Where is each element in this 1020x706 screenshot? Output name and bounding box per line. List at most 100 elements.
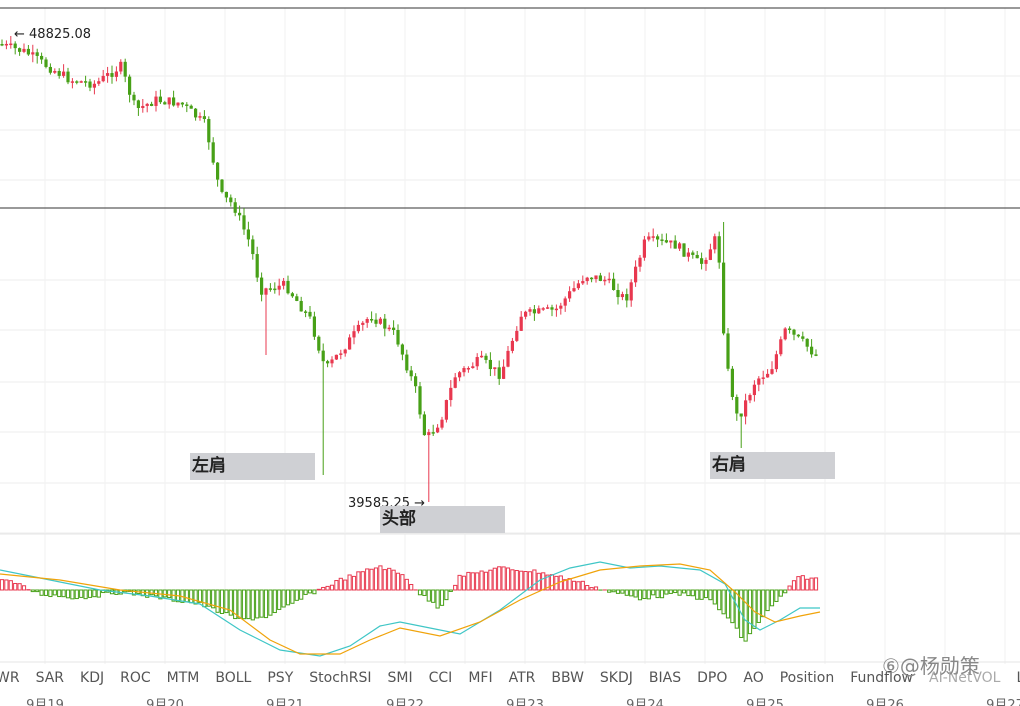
macd-bar bbox=[686, 589, 691, 597]
macd-bar bbox=[809, 577, 814, 591]
macd-bar bbox=[633, 589, 638, 598]
tab-atr[interactable]: ATR bbox=[508, 670, 536, 686]
candle-body bbox=[22, 48, 26, 52]
candle-body bbox=[563, 298, 567, 306]
macd-bar bbox=[246, 589, 251, 620]
tab-position[interactable]: Position bbox=[779, 670, 835, 686]
candle-body bbox=[409, 370, 413, 377]
macd-bar bbox=[431, 589, 436, 603]
candle-body bbox=[616, 290, 620, 298]
candle-body bbox=[475, 357, 479, 367]
candle-body bbox=[801, 336, 805, 339]
macd-bar bbox=[475, 572, 480, 591]
macd-bar bbox=[74, 589, 79, 600]
macd-bar bbox=[646, 589, 651, 600]
macd-bar bbox=[457, 574, 462, 591]
macd-bar bbox=[470, 572, 475, 591]
head-label: 头部 bbox=[380, 506, 505, 533]
macd-bar bbox=[365, 568, 370, 591]
candle-body bbox=[114, 71, 118, 77]
macd-bar bbox=[162, 589, 167, 598]
tab-psy[interactable]: PSY bbox=[267, 670, 294, 686]
tab-fundflow[interactable]: Fundflow bbox=[850, 670, 913, 686]
candle-body bbox=[246, 229, 250, 240]
candle-body bbox=[312, 316, 316, 337]
tab-smi[interactable]: SMI bbox=[387, 670, 413, 686]
tab-mtm[interactable]: MTM bbox=[166, 670, 200, 686]
candle-body bbox=[400, 344, 404, 355]
candle-body bbox=[106, 73, 110, 76]
macd-bar bbox=[378, 565, 383, 591]
macd-bar bbox=[791, 580, 797, 591]
candle-body bbox=[418, 386, 422, 415]
tab-wr[interactable]: WR bbox=[0, 670, 20, 686]
macd-bar bbox=[277, 589, 282, 610]
macd-bar bbox=[184, 589, 189, 603]
macd-bar bbox=[541, 572, 546, 591]
tab-boll[interactable]: BOLL bbox=[215, 670, 252, 686]
candle-body bbox=[35, 52, 39, 56]
candle-body bbox=[202, 116, 206, 120]
candle-body bbox=[207, 119, 211, 143]
candle-body bbox=[145, 103, 149, 106]
macd-bar bbox=[563, 579, 568, 591]
tab-roc[interactable]: ROC bbox=[120, 670, 151, 686]
candle-body bbox=[550, 307, 554, 310]
candle-body bbox=[620, 294, 624, 298]
candle-body bbox=[70, 81, 74, 83]
macd-bar bbox=[439, 589, 445, 606]
candle-body bbox=[708, 249, 712, 260]
macd-bar bbox=[373, 567, 379, 591]
candle-body bbox=[172, 97, 176, 106]
macd-bar bbox=[83, 589, 88, 600]
x-tick-label: 9月19 bbox=[26, 698, 64, 706]
tab-ao[interactable]: AO bbox=[743, 670, 764, 686]
macd-bar bbox=[272, 589, 277, 614]
candle-body bbox=[713, 236, 717, 250]
candle-body bbox=[224, 191, 228, 198]
candle-body bbox=[264, 288, 268, 295]
candle-body bbox=[92, 83, 96, 88]
candle-body bbox=[554, 308, 558, 311]
candle-body bbox=[541, 308, 545, 310]
candle-body bbox=[462, 368, 466, 373]
tab-stochrsi[interactable]: StochRSI bbox=[309, 670, 372, 686]
candle-body bbox=[431, 432, 435, 434]
candle-body bbox=[686, 252, 690, 257]
tab-bias[interactable]: BIAS bbox=[648, 670, 682, 686]
candle-body bbox=[233, 202, 237, 213]
macd-bar bbox=[263, 589, 269, 619]
candle-body bbox=[757, 378, 761, 385]
macd-bar bbox=[87, 589, 93, 598]
candle-body bbox=[361, 322, 365, 325]
macd-bar bbox=[307, 589, 313, 594]
candle-body bbox=[502, 366, 506, 379]
left-shoulder-label: 左肩 bbox=[190, 453, 315, 480]
candle-body bbox=[290, 293, 294, 297]
macd-bar bbox=[708, 589, 713, 601]
candle-body bbox=[735, 396, 739, 414]
tab-skdj[interactable]: SKDJ bbox=[599, 670, 633, 686]
candle-body bbox=[739, 413, 743, 417]
candle-body bbox=[700, 258, 704, 264]
candle-body bbox=[524, 311, 528, 317]
x-tick-label: 9月25 bbox=[746, 698, 784, 706]
candle-body bbox=[277, 285, 281, 290]
dea-line bbox=[0, 563, 821, 655]
candle-body bbox=[110, 73, 114, 77]
tab-bbw[interactable]: BBW bbox=[551, 670, 584, 686]
x-tick-label: 9月22 bbox=[386, 698, 424, 706]
tab-ai-netvol[interactable]: AI-NetVOL bbox=[929, 670, 1001, 686]
macd-bar bbox=[347, 574, 352, 591]
tab-mfi[interactable]: MFI bbox=[468, 670, 493, 686]
tab-cci[interactable]: CCI bbox=[428, 670, 453, 686]
tab-kdj[interactable]: KDJ bbox=[80, 670, 105, 686]
candle-body bbox=[422, 414, 426, 436]
macd-bar bbox=[699, 589, 704, 600]
tab-sar[interactable]: SAR bbox=[35, 670, 65, 686]
candle-body bbox=[26, 48, 30, 55]
candle-body bbox=[642, 239, 646, 258]
tab-lsur[interactable]: LSUR bbox=[1008, 670, 1020, 686]
tab-dpo[interactable]: DPO bbox=[697, 670, 728, 686]
